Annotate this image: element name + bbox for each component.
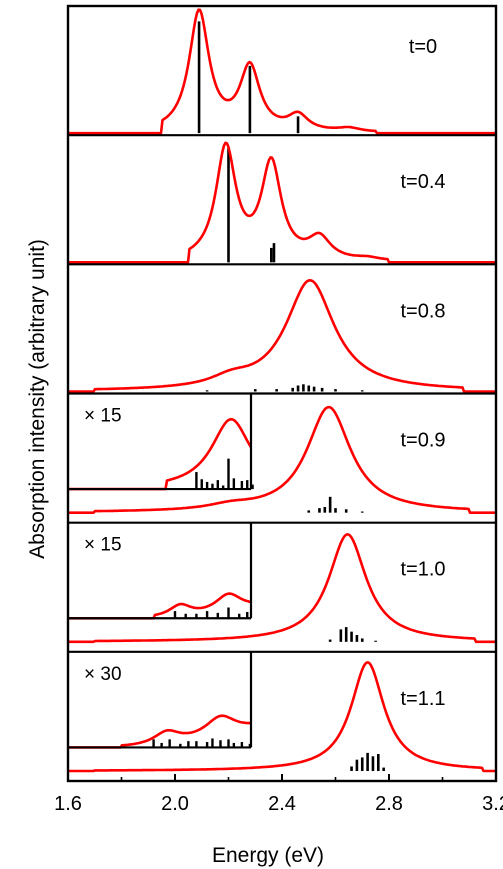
panel-label: t=1.1 <box>400 688 445 710</box>
x-tick-label: 2.4 <box>268 793 296 815</box>
inset-t=1.0: × 15 <box>68 522 253 620</box>
panel-t=0.8: t=0.8 <box>68 278 496 393</box>
scale-factor-label: × 15 <box>84 535 122 556</box>
plot-frame <box>66 4 498 783</box>
scale-factor-label: × 30 <box>84 664 122 685</box>
inset-curve-t=0.9 <box>68 417 253 491</box>
panel-label: t=0.4 <box>400 171 445 193</box>
spectrum-curve-t=1.1 <box>68 661 496 773</box>
panel-t=0.4: t=0.4 <box>68 141 496 264</box>
scale-factor-label: × 15 <box>84 406 122 427</box>
inset-t=0.9: × 15 <box>68 393 254 491</box>
x-tick-label: 3.2 <box>482 793 503 815</box>
x-axis: 1.6 2.0 2.4 2.8 3.2 <box>54 774 503 815</box>
spectrum-curve-t=0.4 <box>68 141 496 264</box>
inset-curve-t=1.0 <box>68 592 252 620</box>
panel-label: t=0 <box>409 36 437 58</box>
panel-label: t=0.8 <box>400 300 445 322</box>
spectrum-curve-t=0.9 <box>68 405 496 515</box>
x-axis-title: Energy (eV) <box>212 844 324 867</box>
x-tick-label: 1.6 <box>54 793 82 815</box>
x-tick-label: 2.8 <box>375 793 403 815</box>
panel-label: t=0.9 <box>400 430 445 452</box>
spectrum-curve-t=0 <box>68 8 496 135</box>
panel-t=0: t=0 <box>68 8 496 135</box>
panel-t=0.9: × 15 t=0.9 <box>68 393 496 515</box>
panel-t=1.1: × 30 t=1.1 <box>68 651 496 773</box>
y-axis-title: Absorption intensity (arbitrary unit) <box>26 239 49 559</box>
x-tick-label: 2.0 <box>161 793 189 815</box>
inset-t=1.1: × 30 <box>68 651 253 749</box>
spectrum-panels: t=0 t=0.4 t=0.8 × 15 t=0.9 × 15 t=1.0 × 30 t=1.1 <box>68 8 496 773</box>
spectrum-curve-t=1.0 <box>68 533 496 644</box>
panel-t=1.0: × 15 t=1.0 <box>68 522 496 644</box>
panel-label: t=1.0 <box>400 559 445 581</box>
spectrum-curve-t=0.8 <box>68 278 496 393</box>
inset-curve-t=1.1 <box>68 714 251 749</box>
